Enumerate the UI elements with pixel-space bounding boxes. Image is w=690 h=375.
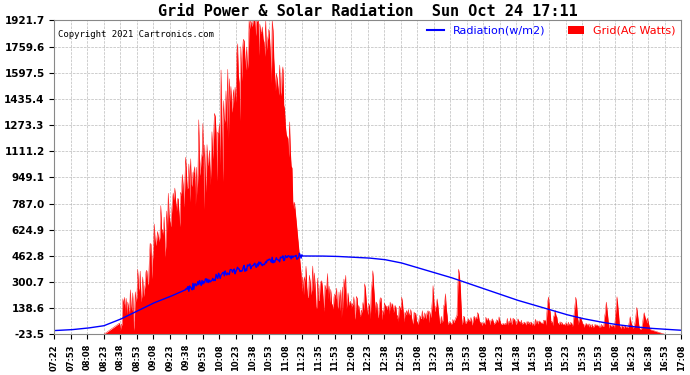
Legend: Radiation(w/m2), Grid(AC Watts): Radiation(w/m2), Grid(AC Watts) xyxy=(427,26,676,36)
Text: Copyright 2021 Cartronics.com: Copyright 2021 Cartronics.com xyxy=(57,30,213,39)
Title: Grid Power & Solar Radiation  Sun Oct 24 17:11: Grid Power & Solar Radiation Sun Oct 24 … xyxy=(158,4,578,19)
